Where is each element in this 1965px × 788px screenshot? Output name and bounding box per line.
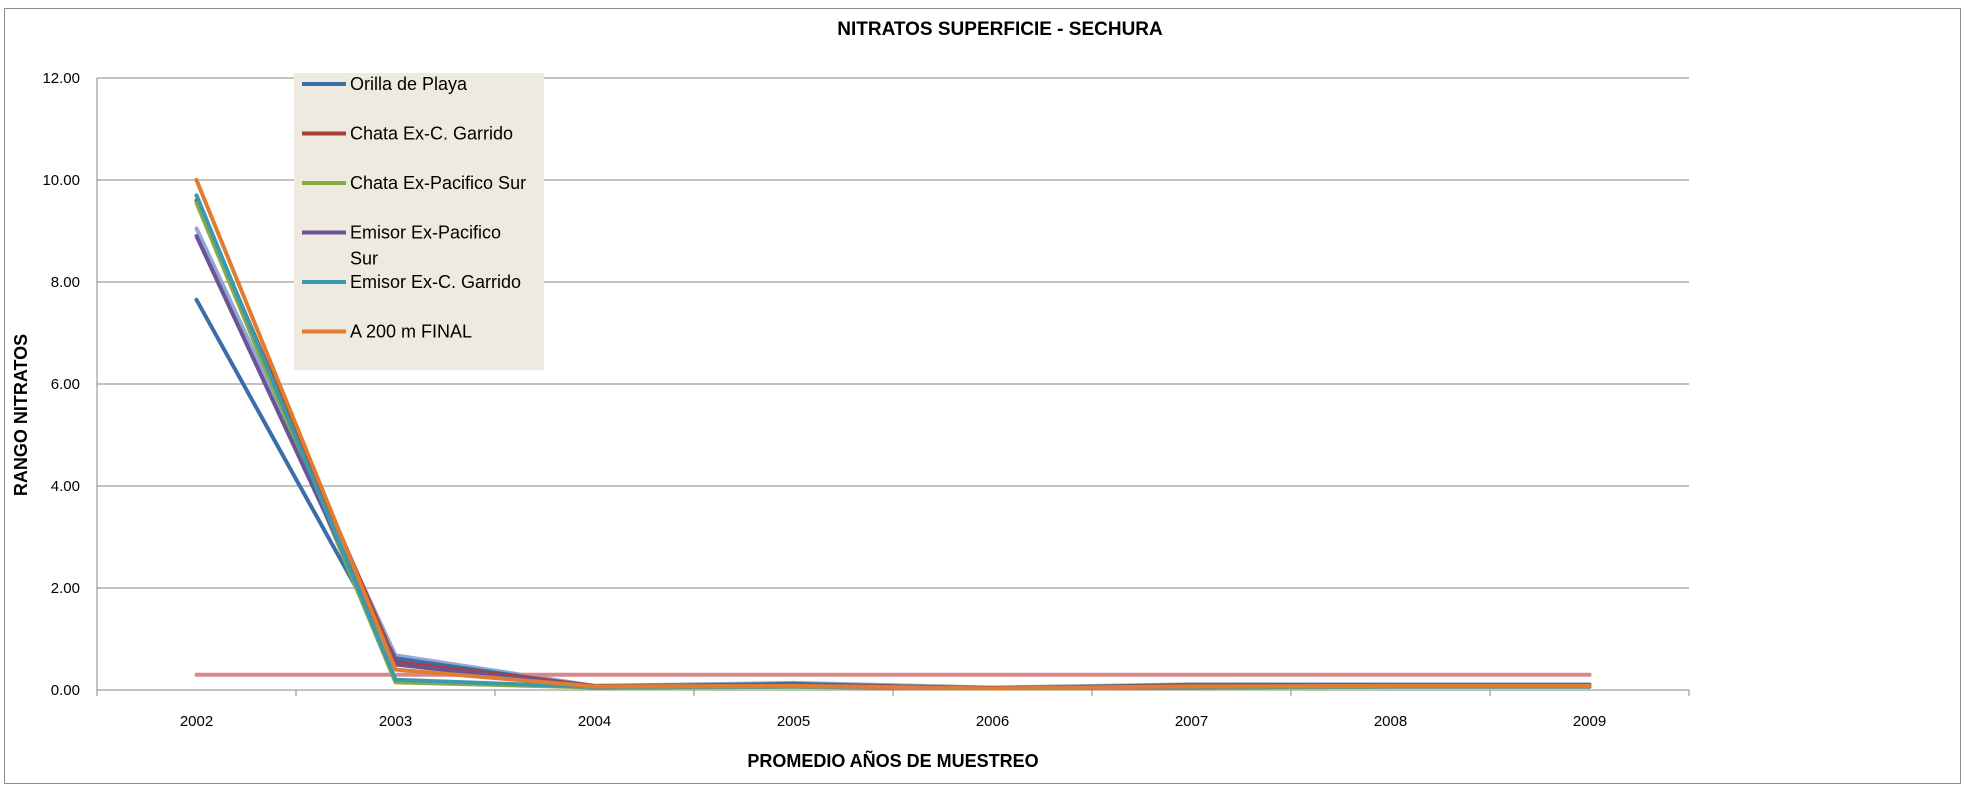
legend-box — [294, 73, 544, 370]
legend-label: Emisor Ex-C. Garrido — [350, 272, 521, 292]
legend-label: Emisor Ex-Pacifico — [350, 223, 501, 243]
x-tick-label: 2007 — [1175, 713, 1208, 730]
x-tick-label: 2008 — [1374, 713, 1407, 730]
y-tick-label: 6.00 — [51, 376, 80, 393]
x-tick-label: 2003 — [379, 713, 412, 730]
legend-label: Sur — [350, 249, 378, 269]
x-tick-label: 2006 — [976, 713, 1009, 730]
y-axis-title: RANGO NITRATOS — [11, 334, 31, 496]
series-line-a-200-m-final — [194, 178, 1592, 691]
y-tick-label: 8.00 — [51, 274, 80, 291]
y-tick-label: 12.00 — [42, 70, 80, 87]
series-lines — [194, 178, 1592, 691]
legend-label: Chata Ex-C. Garrido — [350, 124, 513, 144]
y-tick-label: 4.00 — [51, 478, 80, 495]
x-tick-label: 2004 — [578, 713, 611, 730]
x-tick-label: 2005 — [777, 713, 810, 730]
y-tick-label: 10.00 — [42, 172, 80, 189]
y-tick-label: 2.00 — [51, 580, 80, 597]
legend-label: Orilla de Playa — [350, 74, 468, 94]
y-tick-label: 0.00 — [51, 682, 80, 699]
legend-label: A 200 m FINAL — [350, 322, 472, 342]
chart-title: NITRATOS SUPERFICIE - SECHURA — [837, 19, 1163, 40]
legend-label: Chata Ex-Pacifico Sur — [350, 173, 526, 193]
x-axis-title: PROMEDIO AÑOS DE MUESTREO — [747, 750, 1038, 771]
x-tick-label: 2009 — [1573, 713, 1606, 730]
x-tick-label: 2002 — [180, 713, 213, 730]
axes: 0.00 2.00 4.00 6.00 8.00 10.00 12.00 2002 2003 20… — [42, 70, 1690, 730]
legend: Orilla de Playa Chata Ex-C. Garrido Chata … — [294, 73, 544, 370]
